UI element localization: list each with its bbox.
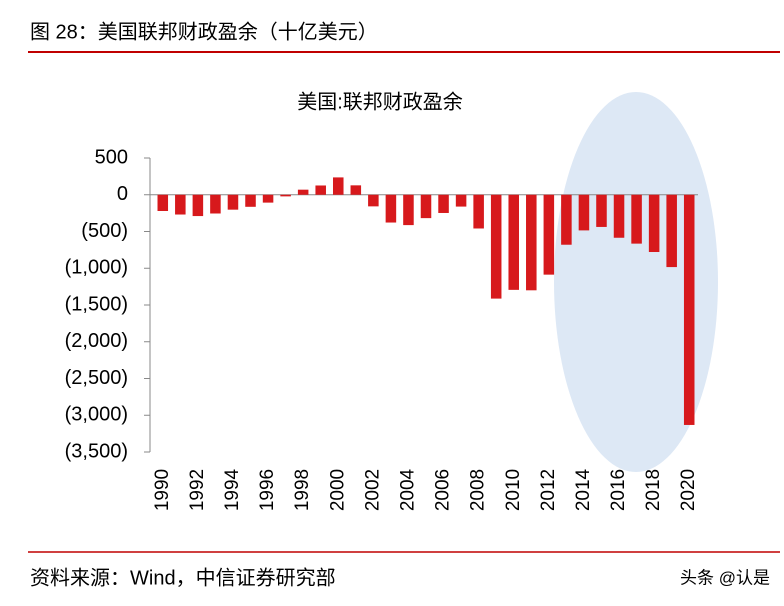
x-tick-label: 2018 — [643, 469, 664, 511]
bar — [368, 194, 379, 207]
bar — [648, 194, 660, 253]
y-tick-label: (1,000) — [65, 257, 128, 279]
chart-title: 美国:联邦财政盈余 — [297, 90, 463, 113]
bar — [490, 194, 502, 299]
bar — [508, 194, 520, 290]
x-tick-label: 2004 — [397, 468, 418, 511]
source-note: 资料来源：Wind，中信证券研究部 — [30, 566, 336, 589]
bar — [438, 194, 449, 213]
x-tick-label: 2020 — [678, 469, 699, 511]
bar — [315, 185, 326, 195]
x-tick-label: 1990 — [152, 469, 173, 511]
bar — [455, 194, 467, 207]
x-tick-label: 2000 — [327, 469, 348, 511]
y-tick-label: (2,500) — [65, 367, 128, 389]
y-tick-label: 500 — [95, 146, 128, 168]
bar — [210, 194, 221, 214]
x-tick-label: 1996 — [257, 469, 278, 511]
bar — [631, 194, 642, 244]
bar — [473, 194, 484, 229]
bar — [227, 194, 239, 210]
bar — [385, 194, 397, 223]
x-tick-label: 2010 — [503, 469, 524, 511]
x-tick-label: 2016 — [608, 469, 629, 511]
bar — [297, 189, 309, 195]
x-tick-label: 1992 — [187, 469, 208, 511]
figure-header: 图 28：美国联邦财政盈余（十亿美元） — [30, 20, 378, 43]
watermark: 头条 @认是 — [680, 568, 770, 587]
y-tick-label: (2,000) — [65, 330, 128, 352]
bar — [262, 194, 274, 203]
x-tick-label: 1998 — [292, 469, 313, 511]
bar — [596, 194, 607, 227]
bar — [403, 194, 414, 226]
bar — [683, 194, 695, 425]
x-tick-label: 1994 — [222, 468, 243, 511]
x-tick-label: 2008 — [468, 469, 489, 511]
y-tick-label: (500) — [81, 220, 128, 242]
bar — [578, 194, 590, 231]
x-tick-label: 2014 — [573, 468, 594, 511]
x-tick-label: 2002 — [362, 469, 383, 511]
y-tick-label: (3,500) — [65, 440, 128, 462]
bar — [350, 185, 362, 195]
bar — [245, 194, 256, 207]
bar — [280, 194, 291, 197]
bar — [613, 194, 625, 238]
bar — [666, 194, 677, 268]
y-tick-label: 0 — [117, 183, 128, 205]
x-tick-label: 2012 — [538, 469, 559, 511]
x-tick-label: 2006 — [433, 469, 454, 511]
bar — [175, 194, 186, 215]
bar — [192, 194, 204, 217]
bar — [157, 194, 169, 211]
highlight-ellipse — [554, 92, 718, 472]
bar — [526, 194, 537, 291]
bar — [420, 194, 432, 219]
bar — [332, 177, 344, 195]
y-tick-label: (1,500) — [65, 293, 128, 315]
y-tick-label: (3,000) — [65, 404, 128, 426]
bar — [543, 194, 555, 275]
bar — [561, 194, 572, 245]
